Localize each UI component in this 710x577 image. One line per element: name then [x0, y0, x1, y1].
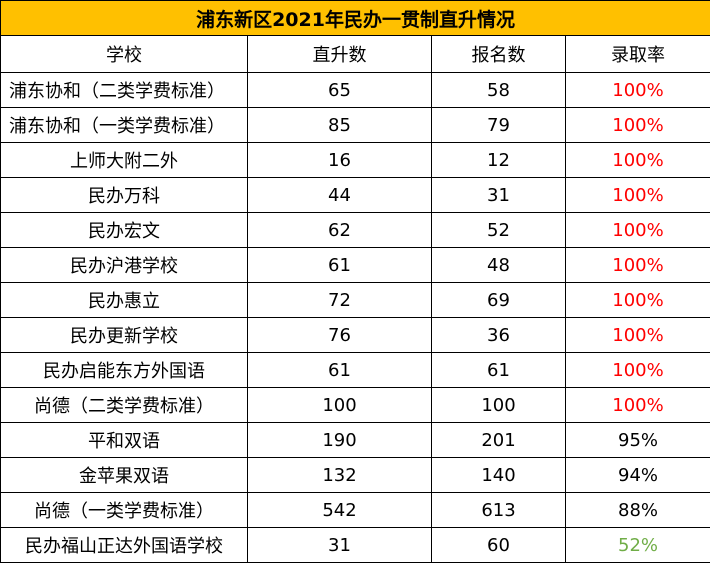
- school-cell[interactable]: 民办宏文: [0, 212, 248, 248]
- applied-count-cell[interactable]: 58: [431, 72, 566, 108]
- header-direct[interactable]: 直升数: [247, 35, 432, 73]
- applied-count-cell[interactable]: 140: [431, 457, 566, 493]
- admission-rate-cell[interactable]: 100%: [564, 282, 710, 318]
- school-cell[interactable]: 尚德（一类学费标准）: [0, 492, 248, 528]
- table-row: 民办福山正达外国语学校 31 60 52%: [0, 527, 710, 563]
- admission-rate-cell[interactable]: 100%: [564, 72, 710, 108]
- direct-count-cell[interactable]: 85: [247, 107, 432, 143]
- admission-rate-cell[interactable]: 100%: [564, 212, 710, 248]
- table-row: 民办启能东方外国语 61 61 100%: [0, 352, 710, 388]
- admission-rate-cell[interactable]: 100%: [564, 177, 710, 213]
- school-cell[interactable]: 民办沪港学校: [0, 247, 248, 283]
- applied-count-cell[interactable]: 201: [431, 422, 566, 458]
- direct-count-cell[interactable]: 61: [247, 352, 432, 388]
- direct-count-cell[interactable]: 190: [247, 422, 432, 458]
- school-cell[interactable]: 民办福山正达外国语学校: [0, 527, 248, 563]
- applied-count-cell[interactable]: 79: [431, 107, 566, 143]
- admission-rate-cell[interactable]: 100%: [564, 247, 710, 283]
- admission-rate-cell[interactable]: 100%: [564, 107, 710, 143]
- admission-table: 浦东新区2021年民办一贯制直升情况 学校 直升数 报名数 录取率 浦东协和（二…: [0, 0, 710, 563]
- title-row: 浦东新区2021年民办一贯制直升情况: [0, 0, 710, 36]
- school-cell[interactable]: 民办惠立: [0, 282, 248, 318]
- applied-count-cell[interactable]: 613: [431, 492, 566, 528]
- direct-count-cell[interactable]: 132: [247, 457, 432, 493]
- applied-count-cell[interactable]: 69: [431, 282, 566, 318]
- table-row: 金苹果双语 132 140 94%: [0, 457, 710, 493]
- applied-count-cell[interactable]: 36: [431, 317, 566, 353]
- direct-count-cell[interactable]: 61: [247, 247, 432, 283]
- school-cell[interactable]: 金苹果双语: [0, 457, 248, 493]
- direct-count-cell[interactable]: 72: [247, 282, 432, 318]
- school-cell[interactable]: 上师大附二外: [0, 142, 248, 178]
- header-school[interactable]: 学校: [0, 35, 248, 73]
- admission-rate-cell[interactable]: 100%: [564, 142, 710, 178]
- applied-count-cell[interactable]: 52: [431, 212, 566, 248]
- table-row: 民办万科 44 31 100%: [0, 177, 710, 213]
- school-cell[interactable]: 浦东协和（一类学费标准）: [0, 107, 248, 143]
- applied-count-cell[interactable]: 12: [431, 142, 566, 178]
- direct-count-cell[interactable]: 100: [247, 387, 432, 423]
- direct-count-cell[interactable]: 44: [247, 177, 432, 213]
- header-row: 学校 直升数 报名数 录取率: [0, 35, 710, 73]
- direct-count-cell[interactable]: 62: [247, 212, 432, 248]
- school-cell[interactable]: 浦东协和（二类学费标准）: [0, 72, 248, 108]
- applied-count-cell[interactable]: 60: [431, 527, 566, 563]
- admission-rate-cell[interactable]: 95%: [564, 422, 710, 458]
- applied-count-cell[interactable]: 48: [431, 247, 566, 283]
- admission-rate-cell[interactable]: 100%: [564, 387, 710, 423]
- table-row: 浦东协和（二类学费标准） 65 58 100%: [0, 72, 710, 108]
- applied-count-cell[interactable]: 61: [431, 352, 566, 388]
- table-row: 民办沪港学校 61 48 100%: [0, 247, 710, 283]
- school-cell[interactable]: 民办万科: [0, 177, 248, 213]
- admission-rate-cell[interactable]: 100%: [564, 317, 710, 353]
- direct-count-cell[interactable]: 76: [247, 317, 432, 353]
- table-row: 民办更新学校 76 36 100%: [0, 317, 710, 353]
- header-rate[interactable]: 录取率: [564, 35, 710, 73]
- table-title[interactable]: 浦东新区2021年民办一贯制直升情况: [0, 0, 710, 36]
- direct-count-cell[interactable]: 31: [247, 527, 432, 563]
- school-cell[interactable]: 民办更新学校: [0, 317, 248, 353]
- table-row: 民办惠立 72 69 100%: [0, 282, 710, 318]
- admission-rate-cell[interactable]: 52%: [564, 527, 710, 563]
- school-cell[interactable]: 平和双语: [0, 422, 248, 458]
- table-row: 平和双语 190 201 95%: [0, 422, 710, 458]
- admission-rate-cell[interactable]: 94%: [564, 457, 710, 493]
- table-row: 尚德（一类学费标准） 542 613 88%: [0, 492, 710, 528]
- direct-count-cell[interactable]: 16: [247, 142, 432, 178]
- school-cell[interactable]: 尚德（二类学费标准）: [0, 387, 248, 423]
- school-cell[interactable]: 民办启能东方外国语: [0, 352, 248, 388]
- table-row: 尚德（二类学费标准） 100 100 100%: [0, 387, 710, 423]
- header-applied[interactable]: 报名数: [431, 35, 566, 73]
- table-row: 上师大附二外 16 12 100%: [0, 142, 710, 178]
- direct-count-cell[interactable]: 65: [247, 72, 432, 108]
- direct-count-cell[interactable]: 542: [247, 492, 432, 528]
- admission-rate-cell[interactable]: 100%: [564, 352, 710, 388]
- table-row: 浦东协和（一类学费标准） 85 79 100%: [0, 107, 710, 143]
- table-row: 民办宏文 62 52 100%: [0, 212, 710, 248]
- admission-rate-cell[interactable]: 88%: [564, 492, 710, 528]
- applied-count-cell[interactable]: 100: [431, 387, 566, 423]
- applied-count-cell[interactable]: 31: [431, 177, 566, 213]
